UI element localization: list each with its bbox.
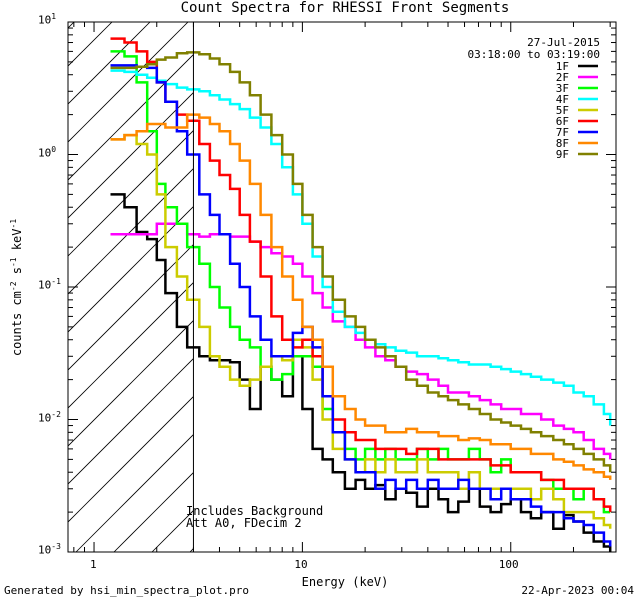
y-tick-label: 10-1 — [38, 277, 61, 292]
y-tick-label: 101 — [38, 12, 57, 27]
series-9F — [110, 51, 612, 473]
background-note: Includes Background — [186, 504, 324, 518]
legend-label-5F: 5F — [556, 104, 569, 117]
legend-label-6F: 6F — [556, 115, 569, 128]
legend-label-3F: 3F — [556, 82, 569, 95]
y-tick-label: 100 — [38, 144, 57, 160]
series-2F — [110, 222, 612, 460]
y-tick-label: 10-2 — [38, 409, 61, 425]
legend-label-7F: 7F — [556, 126, 569, 139]
series-1F — [110, 193, 612, 552]
legend-label-4F: 4F — [556, 93, 569, 106]
legend-label-2F: 2F — [556, 71, 569, 84]
attenuator-note: Att A0, FDecim 2 — [186, 516, 302, 530]
x-tick-label: 100 — [498, 558, 519, 571]
series-7F — [110, 64, 612, 547]
y-axis-label: counts cm-2 s-1 keV-1 — [9, 218, 25, 357]
timestamp-footer: 22-Apr-2023 00:04 — [521, 584, 634, 597]
legend-label-1F: 1F — [556, 60, 569, 73]
x-tick-label: 10 — [294, 558, 308, 571]
chart-title: Count Spectra for RHESSI Front Segments — [180, 0, 510, 16]
x-axis-label: Energy (keV) — [301, 575, 389, 589]
time-range-label: 03:18:00 to 03:19:00 — [467, 48, 600, 61]
y-tick-label: 10-3 — [38, 542, 61, 557]
background-hatched-region — [68, 22, 194, 552]
legend-label-9F: 9F — [556, 148, 569, 161]
series-4F — [110, 69, 612, 426]
date-label: 27-Jul-2015 — [527, 36, 600, 49]
axis-ticks — [68, 22, 616, 553]
series-8F — [110, 113, 612, 480]
generator-footer: Generated by hsi_min_spectra_plot.pro — [4, 584, 250, 597]
legend-label-8F: 8F — [556, 137, 569, 150]
x-tick-label: 1 — [90, 558, 97, 571]
